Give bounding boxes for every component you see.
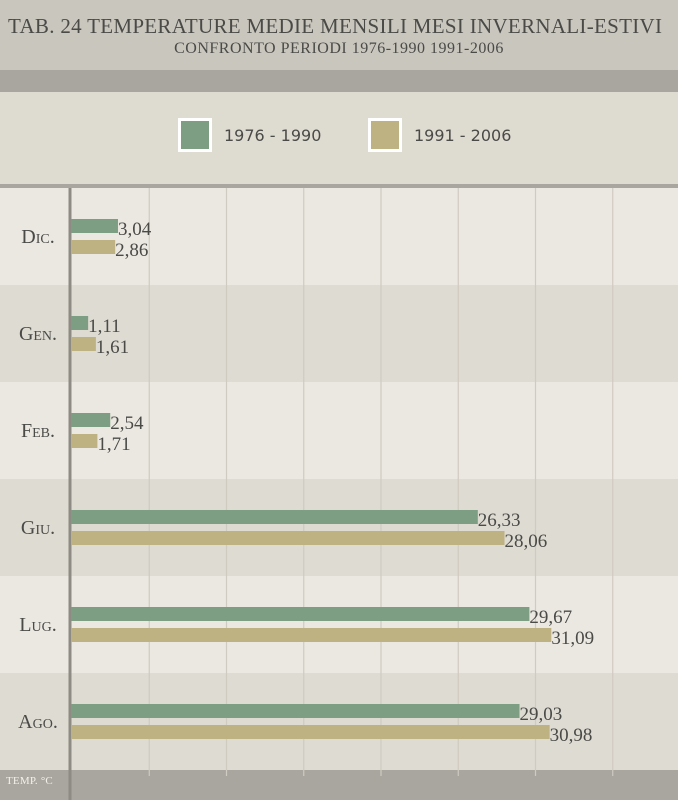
category-label-lug: Lug. [19,614,56,636]
row-background-gen [0,285,678,382]
value-label-1991-2006-ago: 30,98 [550,725,593,746]
chart-subtitle: CONFRONTO PERIODI 1976-1990 1991-2006 [174,40,504,57]
bar-1991-2006-dic [71,240,116,254]
value-label-1991-2006-lug: 31,09 [551,628,594,649]
value-label-1976-1990-lug: 29,67 [529,607,572,628]
category-label-giu: Giu. [21,517,55,539]
value-label-1976-1990-giu: 26,33 [478,510,521,531]
value-label-1976-1990-ago: 29,03 [520,704,563,725]
value-label-1991-2006-gen: 1,61 [96,337,129,358]
category-label-feb: Feb. [21,420,55,442]
unit-label: TEMP. °C [6,775,53,787]
legend-label-1991-2006: 1991 - 2006 [414,126,512,145]
legend-swatch-1976-1990 [178,118,212,152]
row-background-lug [0,576,678,673]
category-label-dic: Dic. [21,226,54,248]
legend: 1976 - 1990 1991 - 2006 [0,92,678,184]
bar-1991-2006-lug [71,628,552,642]
row-background-giu [0,479,678,576]
category-label-ago: Ago. [18,711,58,733]
legend-label-1976-1990: 1976 - 1990 [224,126,322,145]
bar-1976-1990-lug [71,607,530,621]
row-background-ago [0,673,678,770]
bar-1991-2006-giu [71,531,505,545]
header-band [0,70,678,92]
legend-swatch-1991-2006 [368,118,402,152]
bar-1976-1990-dic [71,219,118,233]
value-label-1991-2006-giu: 28,06 [505,531,548,552]
category-label-gen: Gen. [19,323,57,345]
bar-1991-2006-ago [71,725,550,739]
bar-1976-1990-gen [71,316,89,330]
bar-1976-1990-ago [71,704,520,718]
legend-divider [0,184,678,188]
value-label-1976-1990-gen: 1,11 [88,316,121,337]
value-label-1991-2006-feb: 1,71 [97,434,130,455]
value-label-1991-2006-dic: 2,86 [115,240,148,261]
bar-1976-1990-feb [71,413,111,427]
row-background-feb [0,382,678,479]
chart-title: TAB. 24 TEMPERATURE MEDIE MENSILI MESI I… [8,14,663,38]
bar-1991-2006-feb [71,434,98,448]
bar-1976-1990-giu [71,510,478,524]
bar-1991-2006-gen [71,337,96,351]
row-background-dic [0,188,678,285]
value-label-1976-1990-dic: 3,04 [118,219,152,240]
value-label-1976-1990-feb: 2,54 [110,413,144,434]
footer-band [0,770,678,800]
